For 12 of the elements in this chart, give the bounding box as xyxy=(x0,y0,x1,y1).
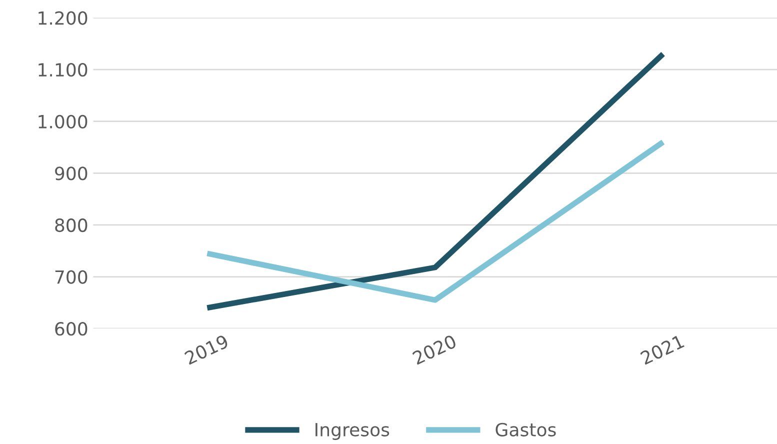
x-tick-label: 2019 xyxy=(184,334,230,365)
x-tick-label: 2021 xyxy=(640,334,685,365)
y-tick-label: 1.000 xyxy=(38,114,88,128)
y-tick-label: 700 xyxy=(55,270,88,284)
y-tick-label: 900 xyxy=(55,166,88,180)
y-tick-label: 1.100 xyxy=(38,63,88,77)
legend-label: Gastos xyxy=(496,422,556,436)
legend-label: Ingresos xyxy=(316,423,390,440)
y-tick-label: 1.200 xyxy=(38,11,88,25)
y-tick-label: 800 xyxy=(55,218,88,232)
y-tick-label: 600 xyxy=(55,322,88,336)
x-tick-label: 2020 xyxy=(412,334,458,365)
